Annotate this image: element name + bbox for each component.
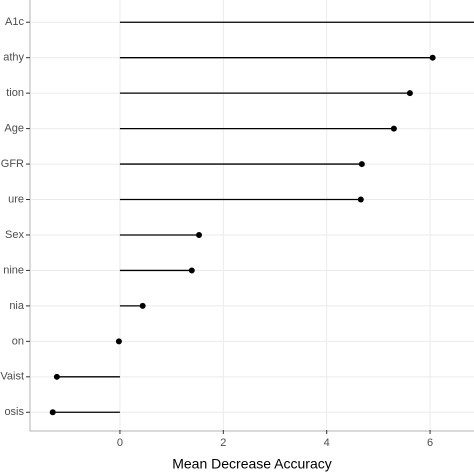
x-tick-label: 6 (427, 437, 433, 449)
dot (358, 161, 365, 168)
y-tick-label: athy (3, 52, 24, 64)
panel (29, 0, 474, 432)
y-tick-label: Vaist (0, 371, 24, 383)
dot (357, 196, 364, 203)
dot (139, 302, 146, 309)
dot (188, 267, 195, 274)
dot (390, 125, 397, 132)
y-tick-label: GFR (1, 158, 24, 170)
x-tick-label: 0 (117, 437, 123, 449)
dot (49, 409, 56, 416)
y-tick-label: nia (9, 300, 25, 312)
y-tick-label: nine (3, 264, 24, 276)
y-tick-label: ure (8, 193, 24, 205)
y-tick-label: A1c (5, 16, 24, 28)
dot (53, 373, 60, 380)
y-tick-label: tion (6, 87, 24, 99)
y-tick-label: osis (4, 406, 24, 418)
y-tick-label: Age (4, 123, 24, 135)
dot (196, 231, 203, 238)
x-axis-title: Mean Decrease Accuracy (172, 456, 332, 472)
x-tick-label: 2 (220, 437, 226, 449)
dot (115, 338, 122, 345)
y-tick-label: on (12, 335, 24, 347)
dot (429, 54, 436, 61)
marks (49, 21, 474, 416)
dot (406, 90, 413, 97)
y-tick-label: Sex (5, 229, 24, 241)
x-tick-label: 4 (324, 437, 330, 449)
